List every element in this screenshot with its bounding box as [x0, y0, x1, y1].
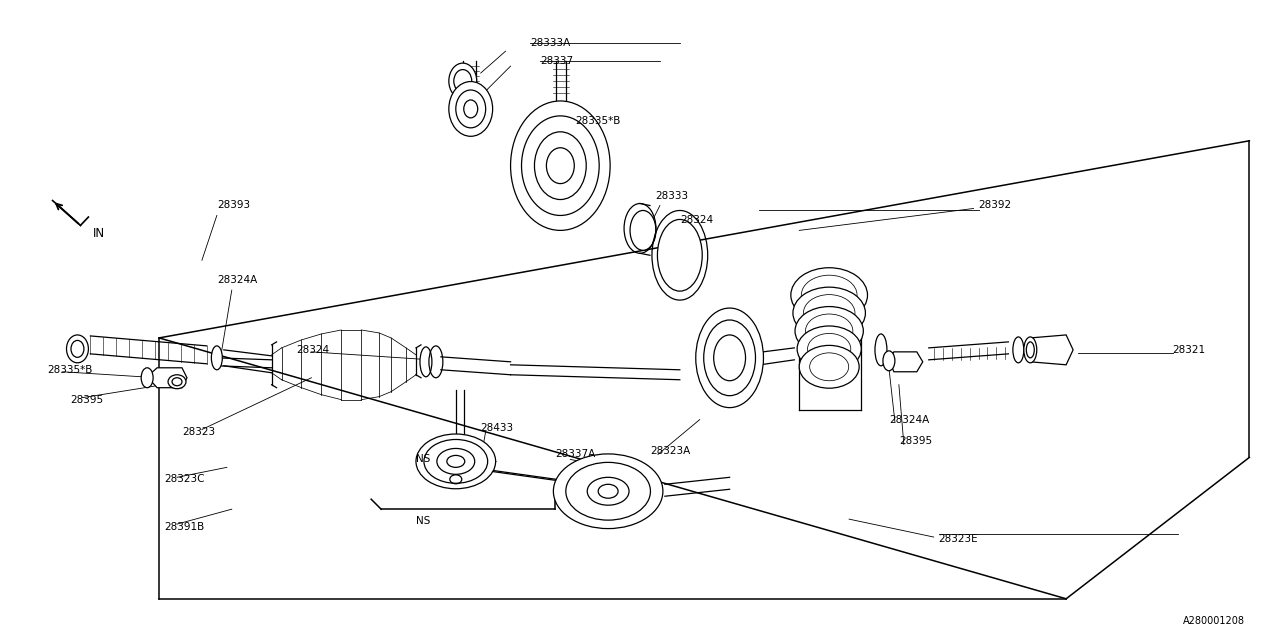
Text: 28323C: 28323C [164, 474, 205, 484]
Text: 28393: 28393 [216, 200, 250, 211]
Text: 28391B: 28391B [164, 522, 205, 532]
Ellipse shape [1012, 337, 1024, 363]
Ellipse shape [883, 351, 895, 371]
Text: 28333: 28333 [655, 191, 689, 200]
Text: 28395: 28395 [899, 436, 932, 447]
Ellipse shape [420, 347, 431, 377]
Ellipse shape [416, 434, 495, 489]
Text: 28324: 28324 [680, 216, 713, 225]
Ellipse shape [696, 308, 763, 408]
Text: 28337: 28337 [540, 56, 573, 66]
Ellipse shape [792, 287, 865, 339]
Polygon shape [888, 352, 923, 372]
Ellipse shape [511, 101, 611, 230]
Text: 28395: 28395 [70, 395, 104, 404]
Ellipse shape [1024, 337, 1037, 363]
Text: 28333A: 28333A [530, 38, 571, 48]
Ellipse shape [876, 334, 887, 366]
Text: NS: NS [416, 454, 430, 465]
Text: 28323: 28323 [182, 426, 215, 436]
Text: 28324: 28324 [297, 345, 330, 355]
Ellipse shape [658, 220, 703, 291]
Text: IN: IN [92, 227, 105, 240]
Text: 28433: 28433 [481, 422, 513, 433]
Polygon shape [1030, 335, 1073, 365]
Text: A280001208: A280001208 [1184, 616, 1245, 626]
Ellipse shape [553, 454, 663, 529]
Text: 28324A: 28324A [216, 275, 257, 285]
Ellipse shape [791, 268, 868, 323]
Ellipse shape [797, 326, 861, 372]
Text: NS: NS [416, 516, 430, 526]
Ellipse shape [449, 81, 493, 136]
Text: 28323E: 28323E [938, 534, 978, 544]
Ellipse shape [168, 375, 186, 388]
Ellipse shape [141, 368, 154, 388]
Ellipse shape [630, 211, 655, 250]
Ellipse shape [795, 307, 863, 355]
Text: 28321: 28321 [1172, 345, 1206, 355]
Text: 28335*B: 28335*B [575, 116, 621, 126]
Text: 28323A: 28323A [650, 447, 690, 456]
Ellipse shape [211, 346, 223, 370]
Ellipse shape [449, 63, 476, 99]
Ellipse shape [67, 335, 88, 363]
Text: 28337A: 28337A [556, 449, 595, 460]
Polygon shape [147, 368, 187, 388]
Text: 28392: 28392 [978, 200, 1011, 211]
Text: 28324A: 28324A [888, 415, 929, 424]
Ellipse shape [799, 346, 859, 388]
Text: 28335*B: 28335*B [47, 365, 93, 375]
